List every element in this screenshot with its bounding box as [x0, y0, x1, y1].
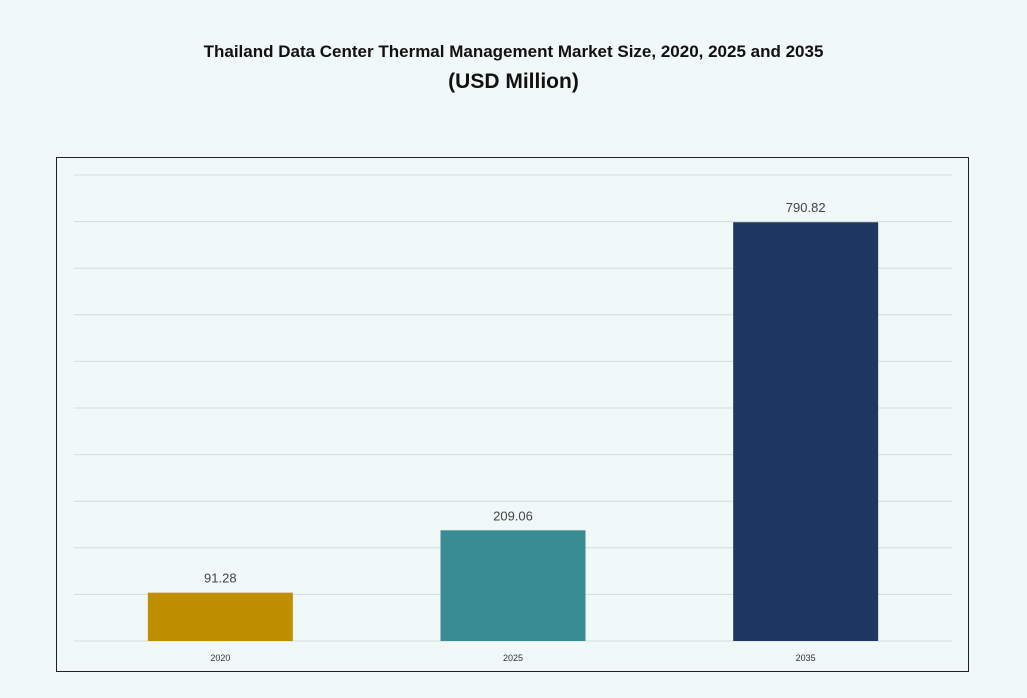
x-tick-label-2020: 2020	[210, 653, 230, 663]
bar-2020	[147, 592, 293, 641]
x-tick-label-2035: 2035	[796, 653, 816, 663]
x-tick-label-2025: 2025	[503, 653, 523, 663]
chart-title: Thailand Data Center Thermal Management …	[203, 42, 824, 61]
data-label-2035: 790.82	[786, 200, 826, 215]
bar-2025	[440, 530, 586, 641]
chart-subtitle: (USD Million)	[448, 70, 579, 93]
bar-2035	[733, 222, 879, 642]
data-label-2025: 209.06	[493, 508, 533, 523]
data-label-2020: 91.28	[204, 571, 237, 586]
chart-frame	[56, 157, 969, 672]
